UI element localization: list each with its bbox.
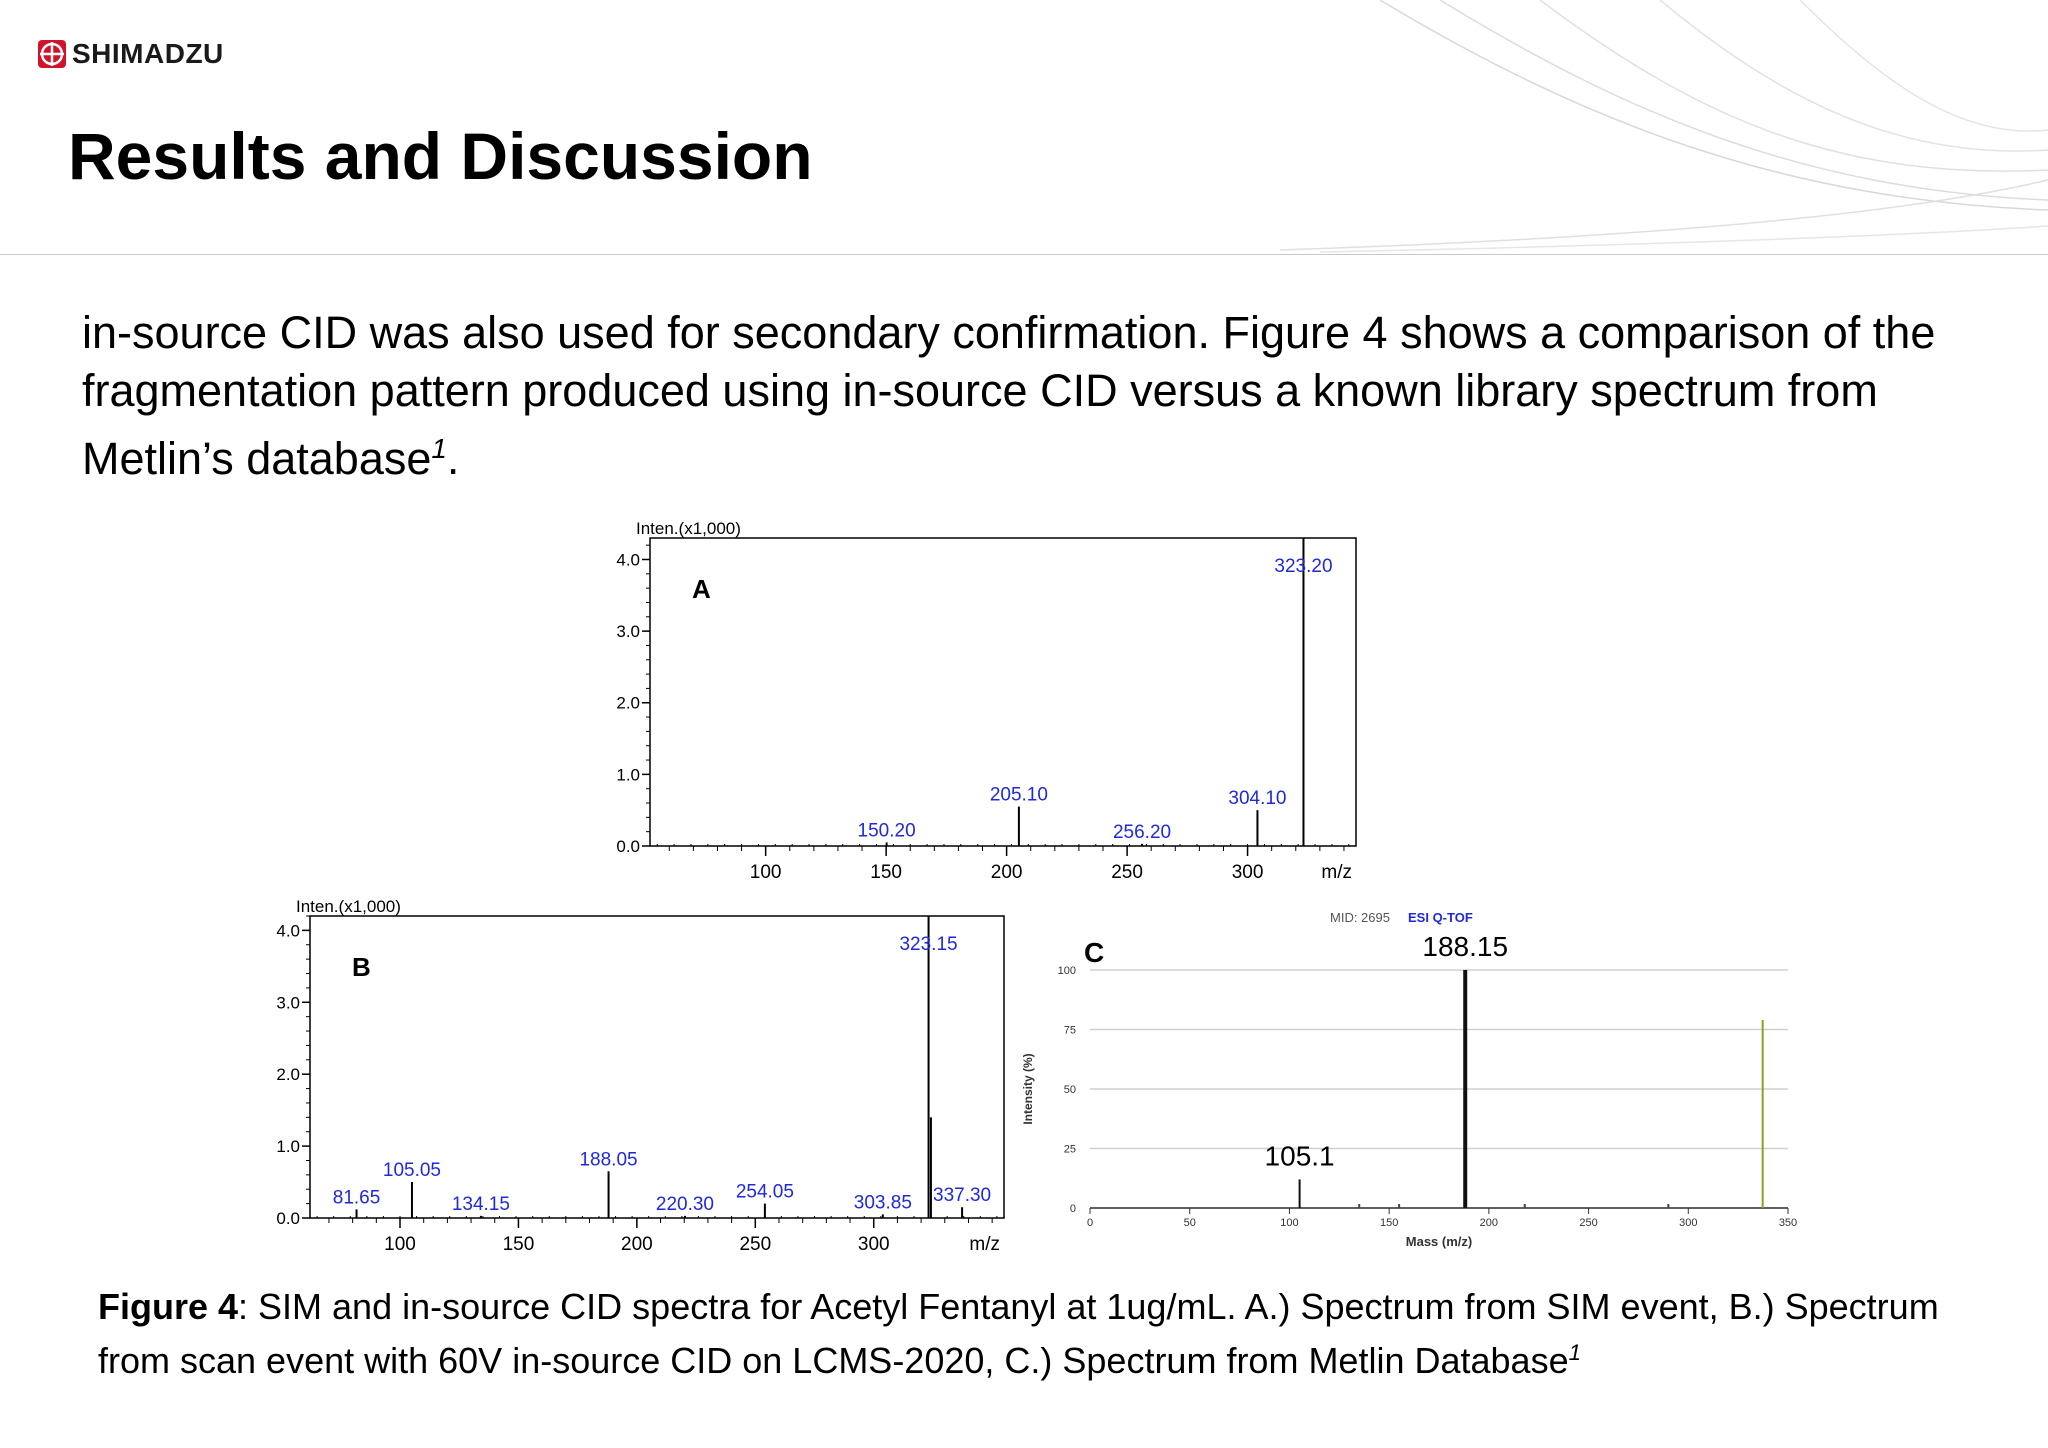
x-tick-label: 250 bbox=[739, 1234, 771, 1255]
peak-label: 188.05 bbox=[579, 1149, 637, 1170]
body-paragraph-text: in-source CID was also used for secondar… bbox=[82, 307, 1936, 484]
y-tick-label: 50 bbox=[1064, 1084, 1076, 1096]
x-tick-label: 100 bbox=[384, 1234, 416, 1255]
y-tick-label: 0.0 bbox=[276, 1209, 300, 1228]
panel-label: A bbox=[692, 574, 711, 604]
y-tick-label: 3.0 bbox=[276, 993, 300, 1012]
x-tick-label: 150 bbox=[1380, 1217, 1398, 1229]
caption-footnote-mark: 1 bbox=[1568, 1340, 1582, 1365]
x-tick-label: 200 bbox=[621, 1234, 653, 1255]
y-tick-label: 2.0 bbox=[616, 694, 640, 713]
spectrum-c-chart: MID: 2695 ESI Q-TOF C 0 25 50 75 100 0 50 100 150 20… bbox=[1021, 910, 1797, 1249]
peak-label: 303.85 bbox=[854, 1192, 912, 1213]
y-tick-label: 2.0 bbox=[276, 1065, 300, 1084]
y-axis-label: Inten.(x1,000) bbox=[636, 519, 741, 538]
y-axis-label: Inten.(x1,000) bbox=[296, 897, 401, 916]
caption-label: Figure 4 bbox=[98, 1286, 239, 1327]
y-axis-label: Intensity (%) bbox=[1021, 1053, 1035, 1124]
x-tick-label: 50 bbox=[1184, 1217, 1196, 1229]
y-tick-label: 75 bbox=[1064, 1025, 1076, 1037]
shimadzu-logo-icon bbox=[38, 40, 66, 68]
x-tick-label: 100 bbox=[750, 862, 782, 883]
x-tick-label: 100 bbox=[1280, 1217, 1298, 1229]
y-tick-label: 0 bbox=[1070, 1203, 1076, 1215]
x-tick-label: 200 bbox=[991, 862, 1023, 883]
peak-label: 323.20 bbox=[1274, 556, 1332, 577]
metlin-id: MID: 2695 bbox=[1330, 910, 1390, 925]
y-tick-label: 4.0 bbox=[276, 921, 300, 940]
header-divider bbox=[0, 254, 2048, 255]
y-tick-label: 0.0 bbox=[616, 837, 640, 856]
peak-label: 105.1 bbox=[1265, 1140, 1335, 1171]
peak-label: 150.20 bbox=[858, 820, 916, 841]
x-tick-label: 300 bbox=[1232, 862, 1264, 883]
spectrum-a-chart: Inten.(x1,000) A 0.0 1.0 2.0 3.0 4.0 100 150 200 2… bbox=[616, 519, 1357, 883]
shimadzu-logo: SHIMADZU bbox=[38, 38, 224, 70]
x-tick-label: 300 bbox=[858, 1234, 890, 1255]
instrument-type: ESI Q-TOF bbox=[1408, 910, 1473, 925]
y-tick-label: 25 bbox=[1064, 1144, 1076, 1156]
peak-label: 254.05 bbox=[736, 1182, 794, 1203]
page-title: Results and Discussion bbox=[68, 119, 813, 193]
paragraph-end: . bbox=[446, 433, 460, 484]
figure-caption: Figure 4: SIM and in-source CID spectra … bbox=[98, 1284, 1998, 1384]
panel-label: C bbox=[1084, 937, 1104, 968]
peak-label: 205.10 bbox=[990, 785, 1048, 806]
peak-label: 105.05 bbox=[383, 1160, 441, 1181]
y-tick-label: 3.0 bbox=[616, 622, 640, 641]
peak-label: 323.15 bbox=[899, 934, 957, 955]
peak-label: 134.15 bbox=[452, 1194, 510, 1215]
peak-label: 304.10 bbox=[1228, 788, 1286, 809]
y-tick-label: 100 bbox=[1058, 965, 1076, 977]
x-tick-label: 350 bbox=[1779, 1217, 1797, 1229]
peak-label: 337.30 bbox=[933, 1185, 991, 1206]
x-tick-label: 150 bbox=[503, 1234, 535, 1255]
x-tick-label: 250 bbox=[1111, 862, 1143, 883]
panel-label: B bbox=[352, 952, 371, 982]
peak-label: 220.30 bbox=[656, 1194, 714, 1215]
footnote-mark: 1 bbox=[431, 433, 447, 464]
peak-label: 256.20 bbox=[1113, 822, 1171, 843]
plot-frame bbox=[649, 537, 1357, 847]
x-axis-label: m/z bbox=[1321, 862, 1352, 883]
y-tick-label: 4.0 bbox=[616, 550, 640, 569]
x-axis-label: m/z bbox=[969, 1234, 1000, 1255]
x-tick-label: 250 bbox=[1579, 1217, 1597, 1229]
body-paragraph: in-source CID was also used for secondar… bbox=[82, 304, 2012, 488]
brand-name: SHIMADZU bbox=[72, 38, 224, 69]
peak-label: 188.15 bbox=[1422, 931, 1508, 962]
peak-label: 81.65 bbox=[333, 1187, 381, 1208]
x-tick-label: 300 bbox=[1679, 1217, 1697, 1229]
x-tick-label: 200 bbox=[1480, 1217, 1498, 1229]
y-tick-label: 1.0 bbox=[276, 1137, 300, 1156]
x-axis-label: Mass (m/z) bbox=[1406, 1234, 1472, 1249]
x-tick-label: 0 bbox=[1087, 1217, 1093, 1229]
decorative-curves bbox=[1280, 0, 2048, 253]
y-tick-label: 1.0 bbox=[616, 765, 640, 784]
plot-frame bbox=[309, 915, 1005, 1219]
caption-text: : SIM and in-source CID spectra for Acet… bbox=[98, 1286, 1939, 1381]
x-tick-label: 150 bbox=[870, 862, 902, 883]
